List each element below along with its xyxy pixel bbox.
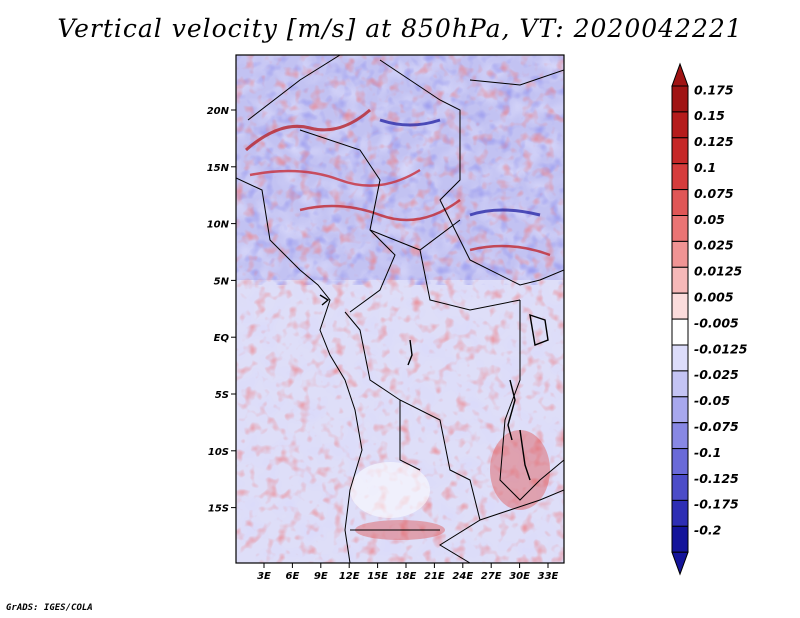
- lakes: [319, 294, 549, 481]
- colorbar: 0.175 0.15 0.125 0.1 0.075 0.05 0.025 0.0125 0.0…: [671, 62, 748, 576]
- colorbar-label: 0.05: [694, 212, 725, 227]
- lon-label: 33E: [538, 571, 559, 582]
- colorbar-label: -0.0125: [694, 341, 748, 356]
- lon-label: 9E: [314, 571, 328, 582]
- lon-label: 27E: [481, 571, 502, 582]
- colorbar-label: -0.2: [694, 523, 721, 538]
- colorbar-label: -0.075: [694, 419, 739, 434]
- map-frame: [235, 54, 565, 564]
- colorbar-segment: [671, 422, 689, 450]
- colorbar-label: 0.075: [694, 186, 734, 201]
- colorbar-segment: [671, 85, 689, 113]
- lat-label: 10S: [208, 447, 229, 458]
- lon-label: 21E: [424, 571, 445, 582]
- colorbar-segment: [671, 525, 689, 553]
- colorbar-segment: [671, 137, 689, 165]
- colorbar-label: 0.125: [694, 134, 734, 149]
- lon-label: 15E: [367, 571, 388, 582]
- lon-label: 12E: [339, 571, 360, 582]
- colorbar-label: 0.15: [694, 108, 725, 123]
- colorbar-segment: [671, 189, 689, 217]
- lat-label: EQ: [214, 333, 230, 344]
- country-borders: [236, 55, 564, 563]
- lon-label: 24E: [452, 571, 473, 582]
- colorbar-segment: [671, 396, 689, 424]
- colorbar-label: 0.0125: [694, 264, 743, 279]
- colorbar-label: -0.125: [694, 471, 739, 486]
- colorbar-label: 0.005: [694, 289, 734, 304]
- colorbar-segment: [671, 318, 689, 346]
- colorbar-label: -0.175: [694, 497, 739, 512]
- lat-label: 5S: [215, 390, 229, 401]
- lat-label: 20N: [207, 106, 230, 117]
- lat-label: 15N: [207, 163, 230, 174]
- colorbar-label: -0.005: [694, 315, 739, 330]
- lat-label: 15S: [208, 504, 229, 515]
- colorbar-top-arrow: [671, 62, 689, 87]
- colorbar-segment: [671, 292, 689, 320]
- colorbar-label: 0.175: [694, 82, 734, 97]
- grads-credit: GrADS: IGES/COLA: [6, 603, 93, 613]
- colorbar-segment: [671, 240, 689, 268]
- colorbar-label: 0.1: [694, 160, 716, 175]
- colorbar-segment: [671, 448, 689, 476]
- colorbar-segment: [671, 111, 689, 139]
- velocity-field: [236, 55, 564, 563]
- colorbar-bottom-arrow: [671, 551, 689, 576]
- colorbar-segment: [671, 499, 689, 527]
- colorbar-label: -0.025: [694, 367, 739, 382]
- colorbar-label: -0.1: [694, 445, 721, 460]
- latitude-axis: 20N 15N 10N 5N EQ 5S 10S 15S: [207, 106, 236, 515]
- lon-label: 30E: [509, 571, 530, 582]
- colorbar-segment: [671, 266, 689, 294]
- colorbar-label: 0.025: [694, 238, 734, 253]
- colorbar-segment: [671, 163, 689, 191]
- colorbar-segment: [671, 215, 689, 242]
- colorbar-segment: [671, 370, 689, 398]
- colorbar-label: -0.05: [694, 393, 730, 408]
- lon-label: 6E: [286, 571, 300, 582]
- longitude-axis: 3E 6E 9E 12E 15E 18E 21E 24E 27E 30E 33E: [257, 563, 559, 582]
- chart-title: Vertical velocity [m/s] at 850hPa, VT: 2…: [57, 14, 743, 43]
- colorbar-segment: [671, 344, 689, 372]
- lat-label: 5N: [214, 276, 230, 287]
- colorbar-segment: [671, 474, 689, 501]
- lat-label: 10N: [207, 220, 230, 231]
- lon-label: 3E: [257, 571, 271, 582]
- lon-label: 18E: [396, 571, 417, 582]
